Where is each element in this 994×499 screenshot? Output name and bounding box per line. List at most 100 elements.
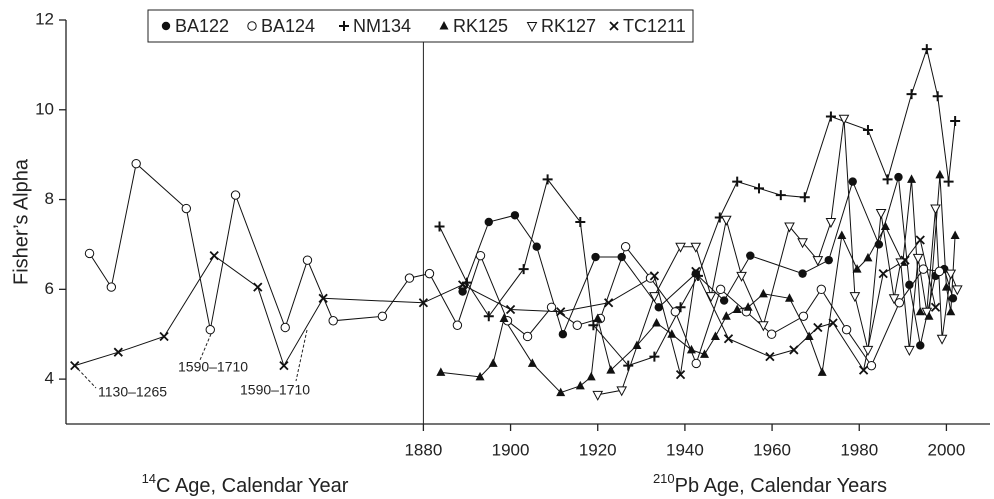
marker (813, 322, 823, 333)
marker (205, 325, 215, 335)
marker (719, 296, 729, 305)
marker (700, 349, 710, 358)
y-tick-label: 12 (35, 9, 54, 28)
marker (159, 331, 169, 342)
marker (458, 287, 467, 296)
marker (675, 369, 686, 380)
marker (894, 172, 903, 182)
marker (318, 293, 328, 303)
marker (894, 298, 905, 308)
marker (652, 318, 662, 327)
marker (620, 241, 631, 252)
marker (743, 302, 753, 311)
marker (404, 273, 415, 283)
marker (510, 211, 520, 220)
marker (950, 116, 961, 126)
marker (632, 340, 642, 349)
legend-marker (161, 21, 171, 31)
marker (723, 334, 734, 344)
marker (797, 238, 808, 249)
marker (934, 266, 945, 277)
marker (848, 177, 857, 186)
marker (131, 158, 141, 169)
marker (645, 273, 656, 283)
marker (532, 242, 541, 251)
marker (804, 331, 814, 340)
marker (675, 302, 686, 313)
annotation: 1130–1265 (98, 384, 167, 400)
legend-label: NM134 (353, 16, 411, 36)
marker (798, 311, 809, 321)
marker (575, 380, 585, 390)
marker (758, 321, 769, 332)
marker (434, 221, 445, 232)
annotation: 1590–1710 (178, 359, 248, 375)
legend-marker (247, 21, 257, 31)
marker (230, 190, 241, 200)
legend-label: BA124 (261, 16, 315, 36)
legend-label: RK127 (541, 16, 596, 36)
marker (113, 347, 123, 357)
x-tick-label: 2000 (928, 440, 966, 459)
marker (623, 360, 634, 371)
x-axis-label: 14C Age, Calendar Year (142, 471, 349, 497)
y-axis-label: Fisher’s Alpha (10, 158, 32, 285)
marker (452, 320, 463, 330)
legend-label: RK125 (453, 16, 508, 36)
marker (475, 371, 485, 381)
marker (866, 360, 877, 371)
marker (280, 322, 290, 333)
marker (675, 242, 686, 253)
legend-marker (609, 21, 619, 31)
marker (592, 390, 604, 401)
x-tick-label: 1900 (492, 440, 530, 459)
marker (882, 174, 893, 185)
marker (302, 255, 313, 265)
marker (475, 250, 486, 261)
y-tick-label: 8 (45, 189, 54, 208)
marker (789, 345, 799, 355)
marker (209, 251, 219, 261)
marker (736, 271, 747, 282)
marker (720, 215, 732, 226)
marker (948, 294, 958, 303)
marker (874, 240, 884, 249)
marker (888, 294, 900, 305)
marker (483, 311, 494, 322)
marker (849, 292, 861, 303)
marker (875, 209, 887, 220)
marker (838, 114, 850, 125)
marker (841, 325, 852, 335)
marker (921, 307, 933, 318)
x-tick-label: 1940 (666, 440, 704, 459)
marker (785, 293, 795, 302)
marker (950, 230, 960, 239)
marker (591, 252, 600, 262)
marker (721, 311, 731, 320)
marker (754, 183, 764, 194)
marker (732, 176, 743, 187)
legend-marker (526, 22, 538, 33)
marker (377, 311, 388, 321)
legend-label: TC1211 (623, 16, 686, 36)
marker (828, 318, 838, 328)
marker (654, 303, 663, 312)
marker (905, 280, 914, 290)
marker (603, 298, 614, 308)
marker (765, 352, 775, 362)
x-axis-label-sup: 210 (653, 471, 675, 486)
x-tick-label: 1880 (404, 440, 442, 459)
marker (837, 230, 847, 239)
marker (915, 235, 925, 245)
marker (527, 358, 537, 367)
marker (691, 266, 701, 277)
marker (457, 280, 468, 290)
marker (746, 251, 755, 260)
legend-box (147, 9, 694, 43)
marker (617, 252, 626, 262)
marker (862, 124, 873, 135)
x-tick-label: 1920 (579, 440, 617, 459)
marker (705, 292, 717, 303)
marker (932, 91, 943, 102)
marker (484, 217, 493, 227)
